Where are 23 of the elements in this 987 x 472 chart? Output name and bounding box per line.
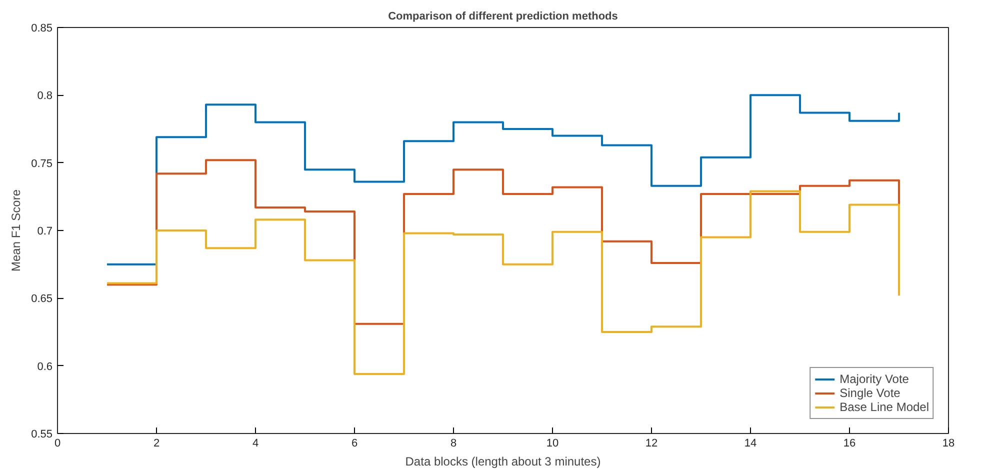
y-tick-label: 0.85 (31, 22, 53, 34)
legend-label: Base Line Model (840, 400, 929, 414)
y-tick-label: 0.75 (31, 158, 53, 170)
legend-label: Majority Vote (840, 372, 909, 386)
x-tick-label: 14 (744, 438, 757, 450)
x-tick-label: 8 (450, 438, 457, 450)
y-tick-label: 0.7 (37, 226, 53, 238)
y-tick-label: 0.65 (31, 293, 53, 306)
x-tick-label: 12 (645, 438, 658, 450)
x-tick-label: 2 (153, 438, 160, 450)
legend-label: Single Vote (840, 386, 900, 400)
chart-title: Comparison of different prediction methods (388, 10, 618, 22)
x-tick-label: 18 (942, 438, 955, 450)
x-axis-title: Data blocks (length about 3 minutes) (405, 454, 601, 468)
y-tick-label: 0.6 (37, 360, 53, 373)
x-tick-label: 4 (252, 438, 259, 450)
y-tick-label: 0.55 (31, 428, 53, 440)
y-axis-title: Mean F1 Score (9, 189, 24, 272)
x-tick-label: 16 (843, 438, 856, 450)
x-tick-label: 6 (351, 438, 358, 450)
y-tick-label: 0.8 (37, 90, 53, 102)
x-tick-label: 10 (546, 438, 559, 450)
x-tick-label: 0 (54, 438, 61, 450)
